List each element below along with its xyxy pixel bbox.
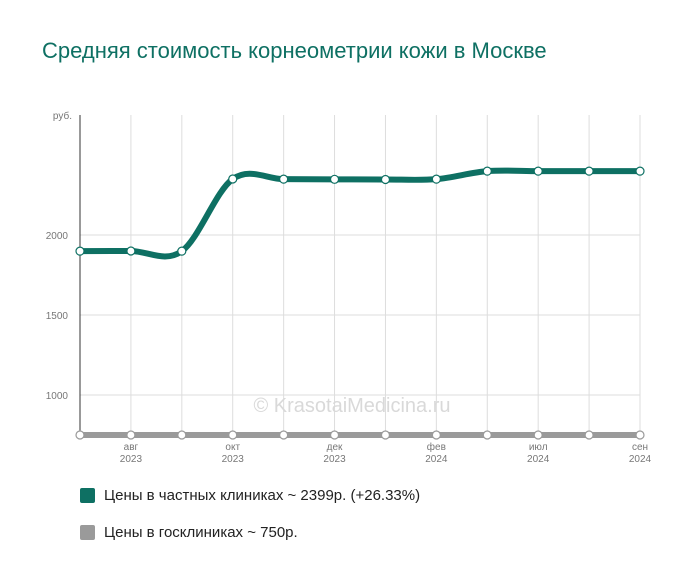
chart-title: Средняя стоимость корнеометрии кожи в Мо… xyxy=(42,38,547,63)
x-tick-label-year: 2023 xyxy=(323,454,346,465)
axis-labels: 100015002000руб.авг2023окт2023дек2023фев… xyxy=(46,110,652,465)
y-tick-label: 1500 xyxy=(46,311,69,322)
x-tick-label-month: окт xyxy=(225,442,240,453)
legend: Цены в частных клиниках ~ 2399р. (+26.33… xyxy=(80,485,420,559)
x-tick-label-month: июл xyxy=(529,442,548,453)
x-tick-label-month: сен xyxy=(632,442,648,453)
data-point-public xyxy=(228,430,238,440)
data-point-public xyxy=(482,430,492,440)
data-point-private xyxy=(279,174,289,184)
x-tick-label-year: 2023 xyxy=(222,454,245,465)
data-point-public xyxy=(126,430,136,440)
data-point-private xyxy=(533,166,543,176)
data-point-public xyxy=(431,430,441,440)
legend-item-public[interactable]: Цены в госклиниках ~ 750р. xyxy=(80,522,420,542)
data-point-private xyxy=(75,246,85,256)
data-point-private xyxy=(431,174,441,184)
data-point-private xyxy=(584,166,594,176)
x-tick-label-year: 2024 xyxy=(425,454,448,465)
x-tick-label-year: 2024 xyxy=(629,454,652,465)
data-point-public xyxy=(279,430,289,440)
data-point-private xyxy=(635,166,645,176)
legend-label-public: Цены в госклиниках ~ 750р. xyxy=(104,523,298,541)
x-tick-label-year: 2024 xyxy=(527,454,550,465)
data-point-public xyxy=(533,430,543,440)
data-point-private xyxy=(329,174,340,184)
data-point-public xyxy=(75,430,85,440)
x-tick-label-month: авг xyxy=(124,442,139,453)
legend-swatch-public xyxy=(80,524,95,540)
data-point-private xyxy=(126,246,136,256)
legend-swatch-private xyxy=(80,487,95,503)
y-unit-label: руб. xyxy=(53,110,72,122)
x-tick-label-year: 2023 xyxy=(120,454,143,465)
data-point-private xyxy=(177,246,187,256)
data-point-private xyxy=(228,174,238,184)
data-point-private xyxy=(380,174,391,185)
data-point-public xyxy=(635,430,645,440)
data-point-public xyxy=(177,430,187,440)
series-line-private xyxy=(77,167,643,260)
y-tick-label: 2000 xyxy=(46,231,69,242)
grid xyxy=(80,115,641,435)
x-tick-label-month: фев xyxy=(427,441,446,453)
legend-label-private: Цены в частных клиниках ~ 2399р. (+26.33… xyxy=(104,486,421,504)
legend-item-private[interactable]: Цены в частных клиниках ~ 2399р. (+26.33… xyxy=(80,485,420,505)
y-tick-label: 1000 xyxy=(46,391,69,402)
axes xyxy=(79,115,641,439)
data-point-private xyxy=(482,166,492,176)
watermark: © KrasotaiMedicina.ru xyxy=(253,395,450,417)
x-tick-label-month: дек xyxy=(327,442,343,453)
data-point-public xyxy=(329,430,340,440)
data-point-public xyxy=(584,430,594,440)
points-layer xyxy=(75,166,645,440)
data-point-public xyxy=(380,430,391,440)
